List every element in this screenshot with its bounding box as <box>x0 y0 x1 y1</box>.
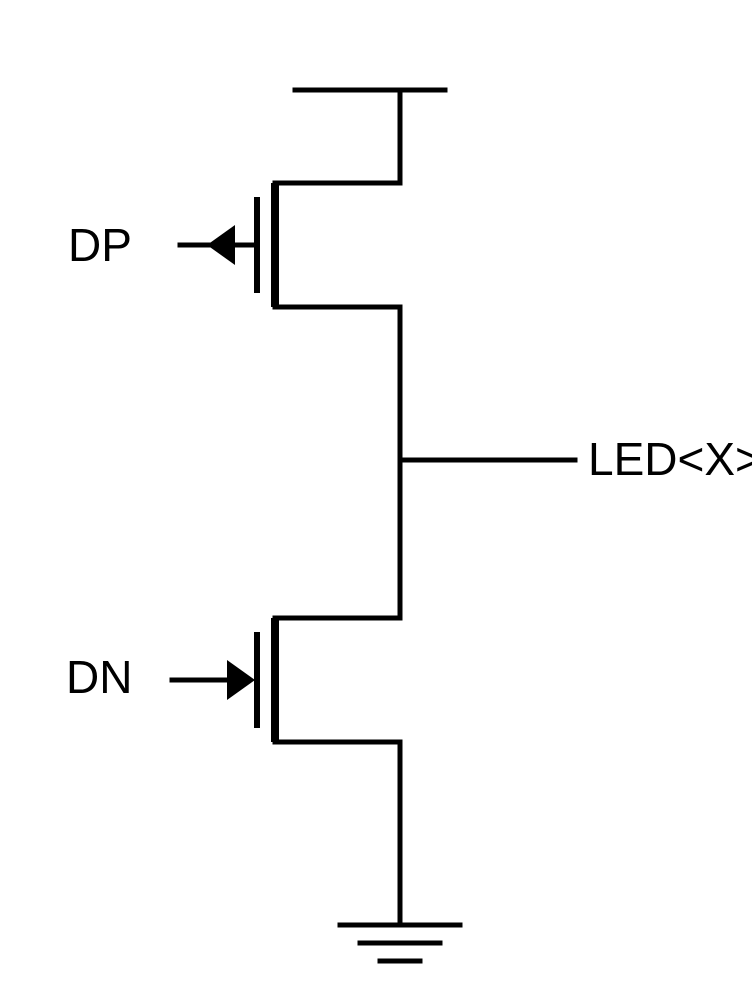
dp-label: DP <box>68 218 132 272</box>
led-output-label: LED<X> <box>588 432 752 486</box>
dn-label: DN <box>66 650 132 704</box>
cmos-inverter-schematic <box>0 0 752 1000</box>
nmos-gate-arrowhead <box>227 660 255 700</box>
